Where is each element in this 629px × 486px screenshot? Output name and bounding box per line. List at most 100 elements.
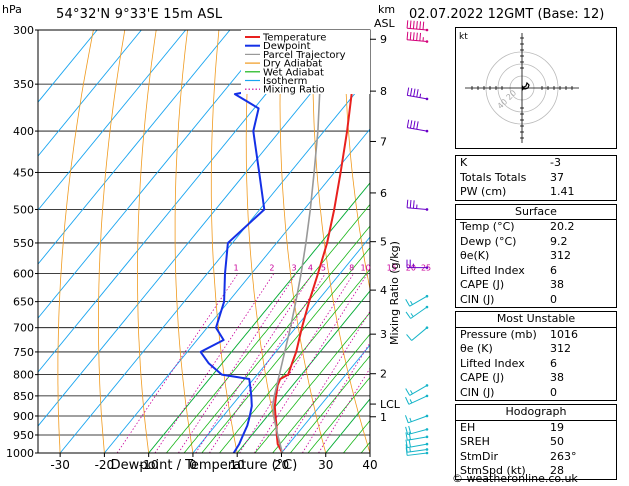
wind-barb bbox=[406, 199, 429, 211]
km-tick: 6 bbox=[380, 187, 387, 200]
hpa-unit: hPa bbox=[2, 3, 22, 16]
wind-barb-feather bbox=[419, 32, 422, 41]
mixing-ratio-label: 1 bbox=[234, 264, 239, 273]
km-tick: 7 bbox=[380, 135, 387, 148]
mixing-ratio-line bbox=[318, 367, 370, 453]
pressure-tick: 800 bbox=[13, 369, 34, 382]
wind-barb bbox=[405, 439, 429, 449]
wind-barb-feather bbox=[408, 431, 411, 440]
dry-adiabat bbox=[210, 30, 238, 453]
wind-barb-feather bbox=[405, 396, 410, 405]
legend-entry: Dry Adiabat bbox=[263, 59, 322, 70]
isotherm-line bbox=[38, 30, 142, 157]
surface-value: 6 bbox=[550, 263, 557, 277]
mixing-ratio-label: 8 bbox=[349, 264, 354, 273]
wind-barb-dot bbox=[425, 208, 429, 211]
pressure-tick: 950 bbox=[13, 429, 34, 442]
km-tick: 9 bbox=[380, 33, 387, 46]
wind-barb-feather bbox=[406, 87, 410, 96]
wet-adiabat bbox=[166, 203, 370, 453]
copyright-footer: © weatheronline.co.uk bbox=[452, 472, 578, 485]
legend-entry: Mixing Ratio bbox=[263, 85, 325, 96]
pressure-tick: 500 bbox=[13, 203, 34, 216]
surface-label: Temp (°C) bbox=[460, 220, 515, 233]
isotherm-line bbox=[38, 30, 364, 427]
mixing-ratio-labels: 12345810152025 bbox=[234, 264, 432, 273]
background-lines bbox=[38, 30, 370, 453]
pressure-tick: 700 bbox=[13, 322, 34, 335]
series-temperature bbox=[273, 30, 364, 453]
pressure-tick: 850 bbox=[13, 390, 34, 403]
surface-value: 0 bbox=[550, 292, 557, 306]
wind-barb-dot bbox=[425, 305, 429, 309]
wind-barb-dot bbox=[425, 294, 429, 298]
dry-adiabat bbox=[98, 30, 126, 453]
temperature-tick: -10 bbox=[139, 458, 159, 472]
wind-barb-feather bbox=[409, 88, 413, 97]
most-unstable-row: Lifted Index 6 bbox=[456, 357, 616, 372]
hodograph-index-value: 19 bbox=[550, 420, 564, 434]
wind-barb-feather bbox=[406, 119, 410, 128]
wind-barb-dot bbox=[425, 266, 429, 269]
legend-background bbox=[241, 30, 370, 94]
dry-adiabat bbox=[137, 30, 157, 453]
km-unit: km bbox=[378, 3, 395, 16]
wind-barb-feather bbox=[405, 299, 411, 307]
wind-barb-feather bbox=[416, 121, 419, 130]
wind-barb bbox=[405, 425, 429, 436]
index-k: K -3 bbox=[460, 156, 561, 169]
isotherm-line bbox=[38, 30, 231, 265]
wind-barb-feather bbox=[406, 334, 413, 341]
wind-barb-feather bbox=[416, 32, 418, 41]
wind-barb bbox=[406, 31, 429, 43]
pressure-tick: 900 bbox=[13, 410, 34, 423]
wind-barb-feather bbox=[409, 199, 412, 209]
wind-barb-feather bbox=[406, 31, 409, 40]
mixing-ratio-axis-title: Mixing Ratio (g/kg) bbox=[388, 241, 401, 345]
mixing-ratio-line bbox=[195, 273, 313, 453]
wind-barb-dot bbox=[425, 40, 429, 43]
most-unstable-value: 0 bbox=[550, 385, 557, 399]
wind-barb-dot bbox=[425, 394, 429, 398]
wind-barb-feather bbox=[412, 32, 415, 41]
hodograph-trace bbox=[521, 81, 530, 90]
wind-barb-half-feather bbox=[419, 93, 422, 98]
wind-barb-half-feather bbox=[409, 399, 413, 404]
wind-barb bbox=[405, 414, 429, 424]
wind-barb bbox=[406, 20, 429, 32]
x-axis-title: Dewpoint / Temperature (°C) bbox=[111, 458, 298, 473]
hodograph-index-label: StmSpd (kt) bbox=[460, 464, 526, 477]
legend-entry: Wet Adiabat bbox=[263, 67, 324, 78]
dry-adiabat bbox=[174, 30, 194, 453]
wind-barb-feather bbox=[405, 447, 408, 456]
series-parcel-trajectory bbox=[272, 30, 324, 453]
basic-indices: K -3 Totals Totals 37 PW (cm) 1.41 bbox=[455, 155, 617, 201]
km-tick: 8 bbox=[380, 85, 387, 98]
wind-barb-dot bbox=[425, 97, 429, 101]
dry-adiabat bbox=[57, 30, 94, 453]
wind-barb-dot bbox=[425, 442, 429, 446]
hodograph-index-label: EH bbox=[460, 420, 476, 434]
isotherm-line bbox=[38, 30, 98, 103]
km-tick: 5 bbox=[380, 236, 387, 249]
dry-adiabat bbox=[245, 30, 282, 453]
hodograph-index-value: 50 bbox=[550, 435, 564, 448]
wet-adiabat bbox=[219, 268, 370, 453]
wind-barb-feather bbox=[408, 425, 412, 434]
wind-barb-dot bbox=[425, 326, 429, 329]
pressure-tick: 300 bbox=[13, 24, 34, 37]
surface-row: Lifted Index 6 bbox=[456, 264, 616, 279]
km-tick: 1 bbox=[380, 411, 387, 424]
isotherm-line bbox=[38, 30, 319, 373]
most-unstable-row: CAPE (J) 38 bbox=[456, 371, 616, 386]
wind-barb bbox=[405, 294, 429, 307]
km-tick: 3 bbox=[380, 328, 387, 341]
wind-barb-feather bbox=[413, 120, 416, 129]
wind-barb bbox=[405, 431, 429, 441]
surface-row: Dewp (°C) 9.2 bbox=[456, 235, 616, 250]
wind-barb-dot bbox=[425, 384, 429, 387]
legend-entry: Isotherm bbox=[263, 76, 307, 87]
mixing-ratio-line bbox=[281, 310, 370, 453]
wind-barb-staff bbox=[409, 295, 428, 307]
temperature-tick: 10 bbox=[230, 458, 245, 472]
